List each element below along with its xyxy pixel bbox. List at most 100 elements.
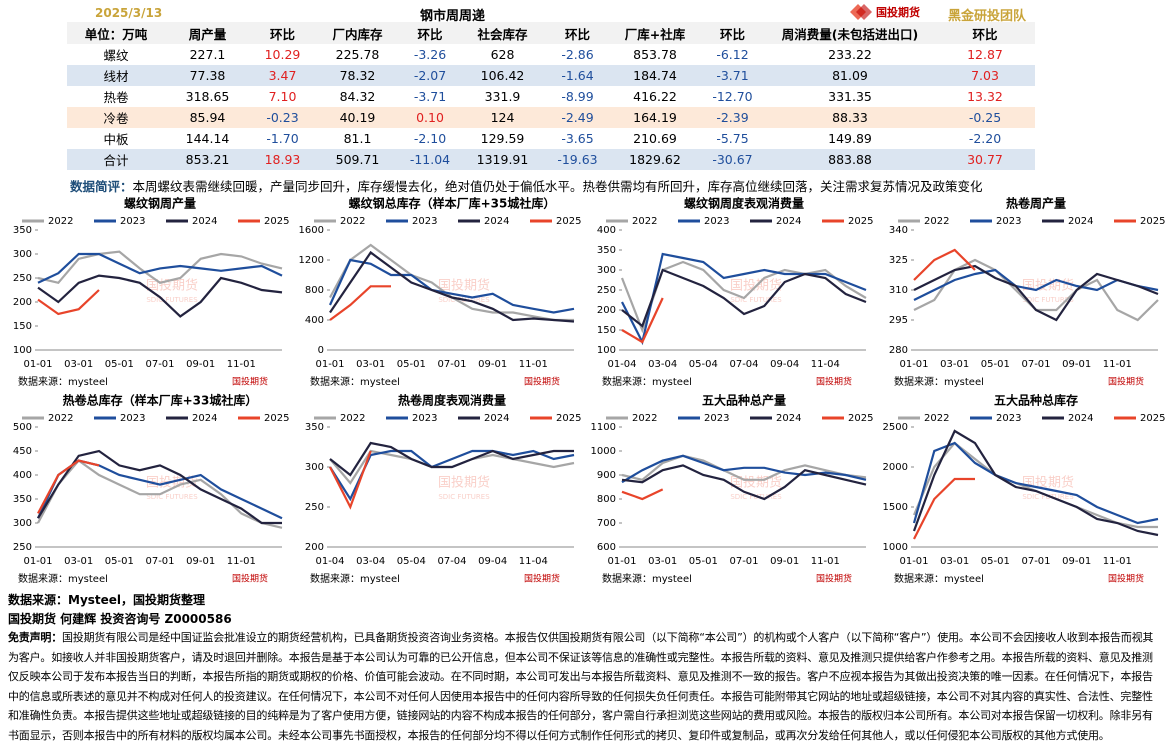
series-line: [913, 264, 1159, 322]
series-line: [621, 488, 664, 501]
x-tick-label: 05-04: [397, 556, 426, 567]
series-line: [37, 250, 283, 285]
table-cell: 164.19: [633, 110, 677, 125]
table-cell: 106.42: [480, 68, 525, 83]
y-tick-label: 0: [318, 345, 324, 356]
chart-title: 螺纹钢周度表观消费量: [684, 196, 804, 211]
table-cell: 合计: [103, 153, 129, 168]
y-tick-label: 1200: [299, 255, 324, 266]
legend-label: 2024: [484, 413, 509, 424]
x-tick-label: 07-01: [729, 556, 758, 567]
disclaimer-label: 免责声明：: [8, 631, 62, 644]
x-tick-label: 11-01: [227, 556, 256, 567]
table-cell: -2.49: [561, 110, 594, 125]
table-cell: 7.03: [971, 68, 999, 83]
table-cell: 124: [490, 110, 515, 125]
legend-label: 2022: [340, 413, 365, 424]
series-line: [912, 441, 1159, 525]
table-cell: 233.22: [828, 47, 872, 62]
author: 国投期货 何建辉 投资咨询号 Z0000586: [8, 612, 232, 626]
chart-source: 数据来源：mysteel: [310, 572, 400, 585]
x-tick-label: 11-04: [811, 359, 840, 370]
x-tick-label: 03-01: [940, 556, 969, 567]
table-cell: 144.14: [185, 131, 230, 146]
table-row: 合计 853.21 18.93 509.71 -11.04 1319.91 -19.63 18…: [67, 149, 1035, 170]
column-header: 社会库存: [460, 22, 545, 44]
chart-title: 热卷周度表观消费量: [398, 393, 506, 408]
legend-label: 2022: [924, 216, 949, 227]
y-tick-label: 250: [13, 542, 32, 553]
y-tick-label: 250: [597, 285, 616, 296]
table-cell: -5.75: [716, 131, 749, 146]
chart-source: 数据来源：mysteel: [18, 572, 108, 585]
watermark: 国投期货: [1022, 278, 1074, 294]
source: 数据来源：Mysteel，国投期货整理: [8, 593, 206, 607]
table-cell: 线材: [103, 69, 129, 84]
x-tick-label: 07-01: [1021, 556, 1050, 567]
y-tick-label: 400: [597, 225, 616, 236]
legend-label: 2022: [924, 413, 949, 424]
chart-logo: 国投期货: [816, 573, 852, 585]
column-header: 周消费量(未包括进出口): [765, 22, 935, 44]
x-tick-label: 03-01: [64, 359, 93, 370]
series-line: [329, 441, 574, 477]
column-header: 厂库+社库: [610, 22, 700, 44]
x-tick-label: 05-01: [981, 359, 1010, 370]
x-tick-label: 11-01: [227, 359, 256, 370]
y-tick-label: 150: [597, 325, 616, 336]
chart: 热卷周度表观消费量 2022 2023 2024 2025 200 250 300 350 01-…: [305, 393, 582, 585]
watermark-en: SDIC FUTURES: [1022, 296, 1074, 304]
table-cell: 331.35: [828, 89, 872, 104]
chart-logo: 国投期货: [232, 573, 268, 585]
legend-label: 2022: [48, 216, 73, 227]
note-label: 数据简评：: [70, 179, 133, 194]
x-tick-label: 01-01: [315, 359, 344, 370]
table-cell: 78.32: [339, 68, 376, 83]
legend-label: 2023: [412, 216, 437, 227]
y-tick-label: 700: [597, 518, 616, 529]
table-cell: -2.10: [413, 131, 447, 146]
y-tick-label: 325: [889, 255, 908, 266]
chart: 螺纹钢总库存（样本厂库+35城社库） 2022 2023 2024 2025 0 400 80…: [299, 196, 582, 388]
y-tick-label: 310: [889, 285, 908, 296]
legend-label: 2025: [848, 216, 873, 227]
x-tick-label: 09-04: [478, 556, 507, 567]
table-cell: -1.64: [561, 68, 594, 83]
series-line: [37, 252, 283, 284]
x-tick-label: 07-04: [437, 556, 466, 567]
table-cell: -3.71: [716, 68, 749, 83]
chart-source: 数据来源：mysteel: [602, 572, 692, 585]
table-cell: -12.70: [712, 89, 753, 104]
x-tick-label: 05-01: [689, 556, 718, 567]
x-tick-label: 03-04: [356, 556, 385, 567]
series-line: [37, 459, 100, 514]
x-tick-label: 07-04: [729, 359, 758, 370]
chart-source: 数据来源：mysteel: [310, 375, 400, 388]
series-line: [621, 464, 867, 501]
legend-label: 2024: [1068, 216, 1093, 227]
series-line: [37, 289, 100, 316]
table-cell: -0.23: [266, 110, 299, 125]
x-tick-label: 03-01: [64, 556, 93, 567]
x-tick-label: 07-01: [437, 359, 466, 370]
y-tick-label: 800: [597, 494, 616, 505]
x-tick-label: 01-01: [607, 556, 636, 567]
table-cell: 883.88: [828, 152, 872, 167]
x-tick-label: 03-01: [648, 556, 677, 567]
table-cell: -1.70: [266, 131, 299, 146]
legend-label: 2024: [776, 216, 801, 227]
legend-label: 2025: [848, 413, 873, 424]
table-row: 中板 144.14 -1.70 81.1 -2.10 129.59 -3.65 210.69 -…: [67, 128, 1035, 149]
x-tick-label: 01-01: [23, 359, 52, 370]
table-cell: 81.1: [343, 131, 372, 146]
y-tick-label: 600: [597, 542, 616, 553]
watermark: 国投期货: [438, 278, 490, 294]
x-tick-label: 05-01: [105, 359, 134, 370]
legend-label: 2025: [1140, 413, 1165, 424]
y-tick-label: 150: [13, 321, 32, 332]
legend-label: 2022: [632, 413, 657, 424]
table-cell: 10.29: [264, 47, 301, 62]
table-cell: -19.63: [557, 152, 598, 167]
y-tick-label: 250: [13, 273, 32, 284]
table-cell: 热卷: [103, 90, 129, 105]
